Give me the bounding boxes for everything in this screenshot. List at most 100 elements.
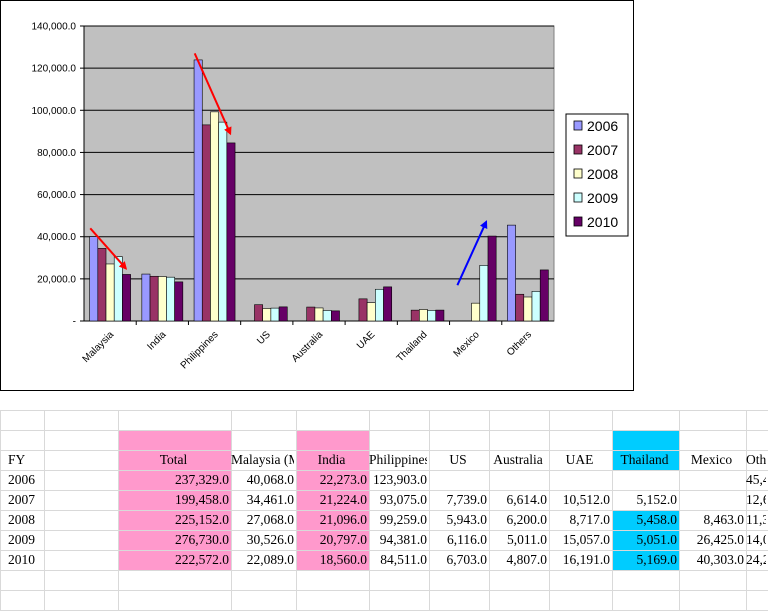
y-tick-label: -	[73, 317, 76, 328]
table-cell[interactable]: 225,152.0	[175, 512, 229, 527]
cell-border	[0, 450, 768, 451]
table-cell[interactable]: 222,572.0	[175, 552, 229, 567]
bar	[487, 235, 497, 322]
table-cell[interactable]: 6,614.0	[506, 492, 548, 507]
table-cell[interactable]: 5,943.0	[446, 512, 488, 527]
x-category-label: Mexico	[452, 329, 482, 359]
x-category-label: Australia	[290, 329, 326, 365]
column-header[interactable]: Others	[746, 452, 766, 467]
table-cell[interactable]: 45,499.0	[746, 472, 766, 487]
column-header[interactable]: Total	[159, 452, 188, 467]
table-cell[interactable]: 94,381.0	[379, 532, 427, 547]
table-cell[interactable]: 5,458.0	[636, 512, 678, 527]
trend-arrow	[456, 220, 488, 286]
table-cell[interactable]: 6,200.0	[506, 512, 548, 527]
y-tick-label: 120,000.0	[32, 64, 77, 75]
bar	[166, 276, 175, 322]
column-header[interactable]: US	[449, 452, 467, 467]
table-cell[interactable]: 24,240.0	[746, 552, 766, 567]
column-header[interactable]: Malaysia (MLM)	[231, 452, 294, 467]
table-cell[interactable]: 21,096.0	[319, 512, 367, 527]
cell-border	[0, 510, 768, 511]
table-cell[interactable]: 15,057.0	[562, 532, 610, 547]
table-cell[interactable]: 8,717.0	[569, 512, 611, 527]
table-cell[interactable]: 84,511.0	[380, 552, 427, 567]
bar	[322, 310, 332, 322]
column-header[interactable]: Thailand	[620, 452, 669, 467]
table-cell[interactable]: 93,075.0	[379, 492, 427, 507]
legend-label: 2008	[587, 166, 618, 182]
bar	[105, 263, 115, 322]
bar	[330, 310, 340, 322]
table-cell[interactable]: 22,089.0	[246, 552, 294, 567]
cell-border	[0, 410, 768, 411]
x-category-label: Malaysia	[81, 329, 117, 365]
table-cell[interactable]: 40,303.0	[696, 552, 744, 567]
y-tick-label: 100,000.0	[32, 106, 77, 117]
table-cell[interactable]: 34,461.0	[246, 492, 294, 507]
table-cell[interactable]: 14,084.0	[746, 532, 766, 547]
table-cell[interactable]: 27,068.0	[246, 512, 294, 527]
row-header[interactable]: 2006	[8, 472, 35, 487]
table-cell[interactable]: 18,560.0	[319, 552, 367, 567]
table-cell[interactable]: 5,169.0	[636, 552, 678, 567]
table-cell[interactable]: 276,730.0	[175, 532, 229, 547]
table-cell[interactable]: 6,703.0	[446, 552, 488, 567]
table-cell[interactable]: 21,224.0	[319, 492, 367, 507]
bar	[531, 291, 541, 322]
table-cell[interactable]: 4,807.0	[506, 552, 548, 567]
x-category-label: India	[145, 329, 168, 352]
table-cell[interactable]: 5,152.0	[636, 492, 678, 507]
table-cell[interactable]: 16,191.0	[562, 552, 610, 567]
table-cell[interactable]: 199,458.0	[175, 492, 229, 507]
column-header[interactable]: Australia	[493, 452, 543, 467]
table-cell[interactable]: 99,259.0	[379, 512, 427, 527]
table-cell[interactable]: 22,273.0	[319, 472, 367, 487]
row-header[interactable]: 2010	[8, 552, 35, 567]
table-cell[interactable]: 5,011.0	[507, 532, 547, 547]
table-cell[interactable]: 40,068.0	[246, 472, 294, 487]
column-header[interactable]: FY	[8, 452, 26, 467]
cell-border	[0, 430, 768, 431]
cell-border	[0, 530, 768, 531]
table-cell[interactable]: 237,329.0	[175, 472, 229, 487]
bar	[539, 269, 549, 322]
column-header[interactable]: Mexico	[690, 452, 733, 467]
bar	[193, 59, 203, 322]
bar	[270, 307, 280, 322]
table-cell[interactable]: 8,463.0	[703, 512, 745, 527]
bar	[410, 309, 420, 322]
column-header[interactable]: UAE	[565, 452, 594, 467]
table-cell[interactable]: 11,392.0	[746, 512, 766, 527]
column-header[interactable]: Philippines	[369, 452, 427, 467]
table-cell[interactable]: 5,051.0	[636, 532, 678, 547]
cell-border	[0, 470, 768, 471]
row-header[interactable]: 2008	[8, 512, 35, 527]
column-header[interactable]: India	[317, 452, 346, 467]
table-cell[interactable]: 6,116.0	[447, 532, 487, 547]
y-tick-label: 60,000.0	[37, 190, 76, 201]
bar	[435, 309, 445, 322]
data-table: FY Total Malaysia (MLM) India Philippines US A…	[0, 410, 768, 611]
bar	[471, 302, 481, 322]
table-cell[interactable]: 30,526.0	[246, 532, 294, 547]
row-header[interactable]: 2007	[8, 492, 35, 507]
table-cell[interactable]: 123,903.0	[373, 472, 427, 487]
x-category-label: UAE	[355, 329, 378, 352]
bar	[89, 236, 99, 322]
highlight-mexico-values	[612, 510, 679, 570]
legend-swatch	[573, 168, 583, 179]
bar	[157, 276, 167, 322]
bar	[358, 298, 368, 322]
table-cell[interactable]: 7,739.0	[446, 492, 488, 507]
table-cell[interactable]: 12,694.0	[746, 492, 766, 507]
row-header[interactable]: 2009	[8, 532, 35, 547]
table-cell[interactable]: 10,512.0	[562, 492, 610, 507]
y-tick-label: 40,000.0	[37, 232, 76, 243]
bar	[97, 248, 107, 322]
bar	[122, 274, 131, 322]
table-cell[interactable]: 20,797.0	[319, 532, 367, 547]
table-cell[interactable]: 26,425.0	[696, 532, 744, 547]
cell-border	[0, 570, 768, 571]
bar	[262, 308, 272, 322]
